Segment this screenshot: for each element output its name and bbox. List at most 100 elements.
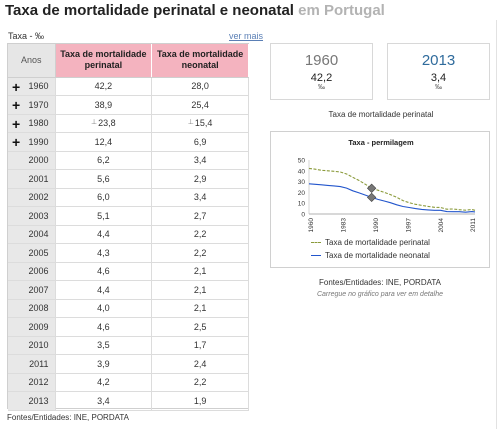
year-label: 1960 [28,81,49,92]
year-label: 2006 [28,266,49,277]
cell-value: 3,4 [97,395,110,406]
perinatal-column-header[interactable]: Taxa de mortalidade perinatal [55,44,153,78]
table-row: 2004 4,4 2,2 [8,225,249,244]
legend-label: Taxa de mortalidade perinatal [325,238,430,247]
neonatal-value-cell: 3,4 [151,188,249,207]
expand-icon[interactable]: + [12,115,21,132]
y-tick-label: 40 [298,168,306,175]
table-row: 2008 4,0 2,1 [8,299,249,318]
title-main: Taxa de mortalidade perinatal e neonatal [5,2,294,19]
chart-card[interactable]: Taxa - permilagem 50 40 30 20 10 0 1960 1983 199… [270,131,490,268]
year-label: 2001 [28,173,49,184]
year-label: 2005 [28,247,49,258]
cell-value: 5,1 [97,210,110,221]
neonatal-value-cell: 2,7 [151,206,249,226]
year-cell: 2011 [8,354,56,374]
series-line-neonatal [308,183,476,213]
cell-value: 12,4 [94,136,113,147]
legend-swatch-perinatal [311,242,321,244]
neonatal-column-header[interactable]: Taxa de mortalidade neonatal [151,44,249,78]
cell-value: 2,1 [193,303,207,314]
perinatal-value-cell: 5,1 [55,206,153,226]
expand-icon[interactable]: + [12,97,21,113]
year-cell: 2007 [8,280,56,300]
legend-item-perinatal[interactable]: Taxa de mortalidade perinatal [311,238,491,247]
year-column-header[interactable]: Anos [8,44,56,78]
year-cell[interactable]: +1980 [8,114,56,133]
y-tick-label: 50 [298,158,306,165]
perinatal-value-cell: 3,4 [55,391,153,411]
neonatal-value-cell: ⊥15,4 [151,114,249,133]
year-label: 2002 [28,192,49,203]
neonatal-value-cell: 2,1 [151,262,249,281]
table-header-row: Anos Taxa de mortalidade perinatal Taxa … [8,44,249,78]
perinatal-value-cell: 12,4 [55,132,153,152]
cell-value: 38,9 [94,99,113,110]
year-cell: 2000 [8,151,56,170]
year-cell: 2004 [8,225,56,244]
chart-hint: Carregue no gráfico para ver em detalhe [316,291,444,298]
cell-value: 28,0 [191,81,209,92]
neonatal-value-cell: 2,1 [151,299,249,318]
kpi-unit: ‰ [435,84,442,91]
cell-value: 23,8 [98,118,116,129]
table-row: 2010 3,5 1,7 [8,336,249,355]
sources-note: Fontes/Entidades: INE, PORDATA [7,413,129,422]
page-title: Taxa de mortalidade perinatal e neonatal… [5,2,385,19]
year-cell[interactable]: +1970 [8,95,56,115]
kpi-value: 42,2 [310,72,333,84]
cell-value: 2,7 [193,210,207,221]
see-more-link[interactable]: ver mais [229,31,264,41]
year-label: 2003 [28,210,49,221]
table-row: 2007 4,4 2,1 [8,280,249,300]
table-row: 2006 4,6 2,1 [8,262,249,281]
cell-value: 2,1 [193,266,207,277]
year-label: 1980 [28,118,49,129]
table-row: 2003 5,1 2,7 [8,206,249,226]
expand-icon[interactable]: + [12,78,21,95]
x-tick-label: 1997 [405,218,412,233]
table-row: 2005 4,3 2,2 [8,243,249,263]
neonatal-value-cell: 2,9 [151,169,249,189]
series-line-perinatal [308,167,476,211]
year-label: 2009 [28,321,49,332]
expand-icon[interactable]: + [12,134,21,150]
cell-value: 4,4 [97,229,110,240]
y-tick-label: 10 [298,201,306,208]
year-label: 2004 [28,229,49,240]
break-flag-icon: ⊥ [91,119,98,127]
year-cell: 2013 [8,391,56,411]
perinatal-value-cell: 4,3 [55,243,153,263]
cell-value: 2,9 [193,173,207,184]
cell-value: 2,2 [193,229,207,240]
cell-value: 4,2 [97,377,110,388]
perinatal-value-cell: 42,2 [55,77,153,96]
break-flag-icon: ⊥ [187,119,194,127]
kpi-unit: ‰ [318,84,325,91]
table-row: 2002 6,0 3,4 [8,188,249,207]
neonatal-value-cell: 2,2 [151,225,249,244]
year-cell: 2005 [8,243,56,263]
perinatal-value-cell: ⊥23,8 [55,114,153,133]
year-cell[interactable]: +1960 [8,77,56,96]
kpi-value: 3,4 [430,72,447,84]
year-cell[interactable]: +1990 [8,132,56,152]
cell-value: 2,1 [193,284,207,295]
legend-item-neonatal[interactable]: Taxa de mortalidade neonatal [311,251,491,260]
year-cell: 2003 [8,206,56,226]
table-row: +1970 38,9 25,4 [8,95,249,115]
neonatal-value-cell: 2,5 [151,317,249,337]
year-label: 2000 [28,155,49,166]
neonatal-value-cell: 2,2 [151,243,249,263]
y-tick-label: 0 [301,212,305,219]
cell-value: 1,9 [193,395,207,406]
neonatal-value-cell: 2,4 [151,354,249,374]
perinatal-value-cell: 3,9 [55,354,153,374]
cell-value: 4,6 [97,266,110,277]
perinatal-value-cell: 5,6 [55,169,153,189]
cell-value: 4,6 [97,321,110,332]
year-label: 2008 [28,303,49,314]
table-row: 2001 5,6 2,9 [8,169,249,189]
unit-label: Taxa - ‰ [8,31,45,41]
